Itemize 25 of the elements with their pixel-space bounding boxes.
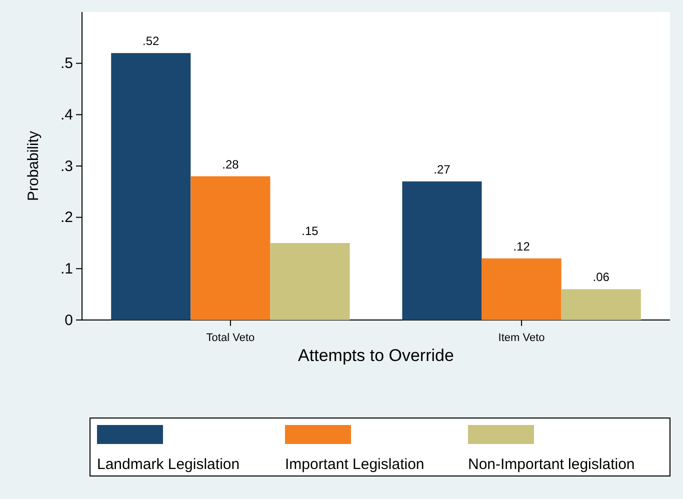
y-tick-label: .3 <box>60 158 73 175</box>
y-tick-label: .5 <box>60 55 73 72</box>
data-label: .27 <box>434 162 451 176</box>
bar <box>482 258 562 320</box>
data-label: .06 <box>592 270 610 284</box>
data-label: .28 <box>222 157 240 172</box>
legend-label: Non-Important legislation <box>468 456 635 473</box>
data-label: .52 <box>142 34 160 48</box>
bar <box>561 289 641 320</box>
bar <box>190 176 270 320</box>
data-label: .15 <box>302 224 319 238</box>
data-label: .12 <box>513 239 530 254</box>
y-axis-title: Probability <box>25 130 42 202</box>
legend-label: Landmark Legislation <box>97 456 240 473</box>
bar <box>111 53 191 320</box>
legend-label: Important Legislation <box>285 456 424 473</box>
y-tick-label: .4 <box>60 106 73 124</box>
bar <box>402 181 482 320</box>
bar <box>270 243 350 320</box>
y-tick-label: .1 <box>60 260 73 278</box>
y-tick-label: .2 <box>60 209 73 226</box>
y-tick-label: 0 <box>64 312 73 329</box>
x-tick-label: Item Veto <box>498 332 545 344</box>
x-axis-title: Attempts to Override <box>298 346 454 365</box>
x-tick-label: Total Veto <box>206 332 255 344</box>
